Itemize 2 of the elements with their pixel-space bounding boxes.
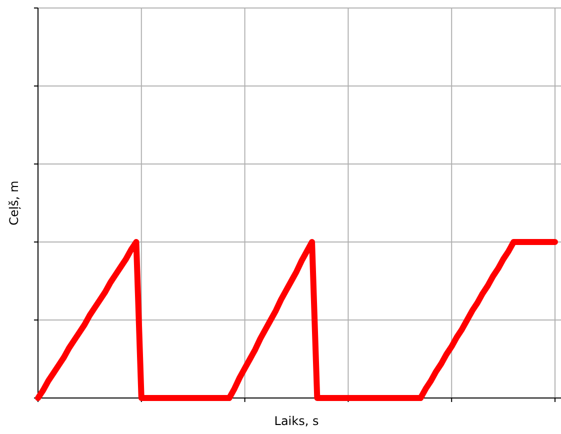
x-axis-title: Laiks, s — [274, 414, 319, 428]
y-axis-title: Ceļš, m — [7, 180, 21, 226]
